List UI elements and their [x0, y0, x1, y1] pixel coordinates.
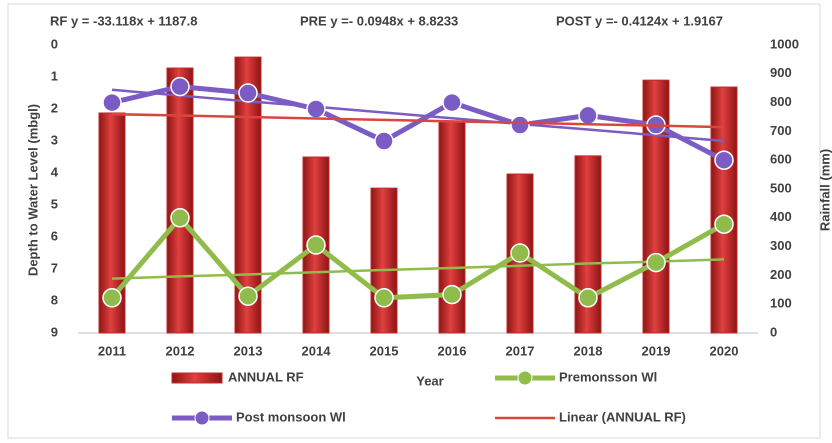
y-axis-label: Depth to Water Level (mbgl) — [25, 104, 40, 276]
legend-label: Premonsson Wl — [559, 369, 657, 384]
legend-label: Post monsoon Wl — [236, 409, 346, 424]
marker — [646, 252, 666, 273]
legend-marker — [517, 370, 533, 386]
y-tick-label: 5 — [51, 196, 58, 211]
marker — [102, 92, 122, 113]
y2-tick-label: 1000 — [770, 36, 799, 51]
trendline — [111, 88, 725, 143]
equation: PRE y =- 0.0948x + 8.8233 — [300, 13, 458, 28]
y-tick-label: 4 — [51, 164, 59, 179]
chart-border — [7, 3, 821, 439]
x-tick-label: 2014 — [302, 343, 332, 358]
y-tick-label: 8 — [51, 292, 58, 307]
line — [110, 213, 726, 301]
equation: POST y =- 0.4124x + 1.9167 — [556, 13, 723, 28]
y2-tick-label: 300 — [770, 238, 792, 253]
marker — [714, 214, 734, 234]
x-axis-label: Year — [416, 373, 443, 388]
trendline — [111, 258, 725, 280]
legend-label: ANNUAL RF — [228, 369, 304, 384]
y2-tick-label: 0 — [770, 324, 777, 339]
y-tick-label: 3 — [51, 132, 58, 147]
marker — [714, 150, 734, 170]
legend-label: Linear (ANNUAL RF) — [559, 409, 686, 424]
bar — [370, 187, 398, 334]
marker — [306, 99, 326, 119]
x-tick-label: 2011 — [98, 343, 126, 358]
marker — [442, 92, 462, 113]
x-tick-label: 2020 — [710, 343, 739, 358]
x-tick-label: 2013 — [234, 343, 263, 358]
y-tick-label: 9 — [51, 324, 58, 339]
y2-tick-label: 600 — [770, 152, 792, 167]
marker — [374, 288, 394, 308]
legend-swatch — [171, 372, 223, 384]
bar — [710, 86, 738, 334]
marker — [442, 284, 462, 305]
y2-tick-label: 700 — [770, 123, 792, 138]
y-tick-label: 0 — [51, 36, 58, 51]
y2-tick-label: 400 — [770, 209, 792, 224]
x-tick-label: 2016 — [438, 343, 467, 358]
marker — [510, 243, 530, 263]
marker — [238, 83, 258, 103]
y-tick-label: 6 — [51, 228, 58, 243]
x-tick-label: 2015 — [370, 343, 399, 358]
y-tick-label: 1 — [51, 68, 58, 83]
y2-tick-label: 100 — [770, 296, 792, 311]
marker — [306, 235, 326, 255]
marker — [170, 208, 190, 228]
marker — [578, 105, 598, 126]
x-tick-label: 2017 — [506, 343, 535, 358]
y2-tick-label: 800 — [770, 94, 792, 109]
y2-tick-label: 500 — [770, 180, 792, 195]
bar — [166, 67, 194, 334]
y-tick-label: 7 — [51, 260, 58, 275]
legend-marker — [194, 410, 210, 426]
marker — [102, 288, 122, 308]
equation: RF y = -33.118x + 1187.8 — [50, 13, 197, 28]
marker — [374, 131, 394, 151]
y-tick-label: 2 — [51, 100, 58, 115]
y2-axis-label: Rainfall (mm) — [817, 149, 832, 231]
x-tick-label: 2012 — [166, 343, 195, 358]
y2-tick-label: 900 — [770, 65, 792, 80]
trend-line — [111, 112, 725, 129]
marker — [578, 288, 598, 308]
y2-tick-label: 200 — [770, 267, 792, 282]
marker — [510, 115, 530, 135]
x-tick-label: 2019 — [642, 343, 671, 358]
marker — [170, 76, 190, 97]
marker — [238, 286, 258, 306]
x-tick-label: 2018 — [574, 343, 603, 358]
